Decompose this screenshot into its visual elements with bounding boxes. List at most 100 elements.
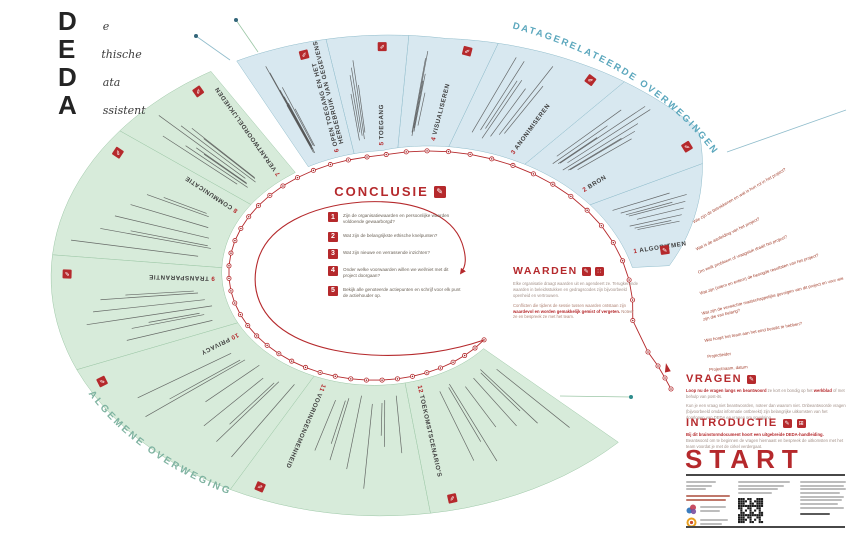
pencil-icon: ✎ xyxy=(747,374,757,384)
wedge-toekomstscenario-s xyxy=(404,348,619,514)
logo-letter: D xyxy=(58,6,77,36)
credits-line xyxy=(700,509,720,512)
wedge-title: 5TOEGANG xyxy=(378,104,385,145)
pencil-box-icon xyxy=(461,45,473,57)
pencil-icon: ✎ xyxy=(587,77,596,85)
vragen-paragraph-1: Loop nu de vragen langs en beantwoord ze… xyxy=(686,388,845,399)
credits-line-red xyxy=(686,495,730,498)
credits-column-middle xyxy=(738,481,792,528)
pencil-icon: ✎ xyxy=(662,247,668,255)
introductie-section: INTRODUCTIE ✎ ⊞ Bij dit brainstormdocume… xyxy=(686,417,846,450)
vragen-section: VRAGEN ✎ Loop nu de vragen langs en bean… xyxy=(686,373,846,420)
uds-logo-row xyxy=(686,504,730,515)
conclusie-title-row: CONCLUSIE ✎ xyxy=(300,184,480,199)
credits-line-red xyxy=(686,498,726,501)
wedge-title: 9TRANSPARANTIE xyxy=(148,273,214,282)
item-number-badge: 2 xyxy=(328,231,338,242)
introductie-title-row: INTRODUCTIE ✎ ⊞ xyxy=(686,417,846,429)
item-text: Wat zijn de belangrijkste ethische knelp… xyxy=(343,232,438,238)
logo-word: e xyxy=(102,20,110,33)
group-discussion-icon: ∷ xyxy=(594,266,604,276)
logo-letter: A xyxy=(58,90,77,120)
credits-line xyxy=(799,481,846,483)
conclusie-section: CONCLUSIE ✎ 1 Zijn de organisatiewaarden… xyxy=(300,184,480,306)
waarden-title: WAARDEN xyxy=(513,265,578,277)
conclusie-item: 3 Wat zijn nieuwe en verrassende inzicht… xyxy=(328,248,480,259)
vragen-title-row: VRAGEN ✎ xyxy=(686,373,846,385)
pencil-icon: ✎ xyxy=(301,51,309,58)
credits-line xyxy=(799,484,844,487)
red-step-chain xyxy=(226,148,674,392)
credits-line xyxy=(799,506,844,509)
pencil-box-icon xyxy=(659,244,670,255)
worksheet-grid-icon: ⊞ xyxy=(796,418,806,428)
pencil-box-icon xyxy=(584,74,597,86)
pencil-icon: ✎ xyxy=(380,44,387,49)
credits-line xyxy=(799,503,838,506)
item-number-badge: 3 xyxy=(328,248,338,259)
pencil-box-icon xyxy=(192,85,205,98)
credits-line xyxy=(686,484,712,487)
pencil-box-icon xyxy=(447,493,458,504)
wedge-open-toegang-en-het xyxy=(236,39,355,168)
vragen-paragraph-2: Kun je een vraag niet beantwoorden, note… xyxy=(686,402,846,420)
credits-footer xyxy=(686,481,846,528)
conclusie-item: 1 Zijn de organisatiewaarden en persoonl… xyxy=(328,212,480,225)
start-label: START xyxy=(685,444,805,474)
credits-line xyxy=(799,488,846,491)
introductie-title: INTRODUCTIE xyxy=(686,417,778,429)
credits-column-right xyxy=(799,481,846,528)
waarden-paragraph: Elke organisatie draagt waarden uit en a… xyxy=(513,281,638,298)
waarden-title-row: WAARDEN ✎ ∷ xyxy=(513,265,639,277)
center-spiral-arrow xyxy=(254,201,485,356)
vragen-title: VRAGEN xyxy=(686,373,743,385)
logo-letter: E xyxy=(58,34,76,64)
credits-line xyxy=(738,481,791,483)
waarden-paragraph-bold: Conflicten die tijdens de sessie tussen … xyxy=(513,302,634,320)
pencil-icon: ✎ xyxy=(447,495,455,501)
pencil-icon: ✎ xyxy=(433,185,446,198)
pencil-box-icon xyxy=(254,481,266,493)
pencil-icon: ✎ xyxy=(255,483,263,490)
credits-line xyxy=(700,522,722,525)
credits-line xyxy=(700,506,726,509)
waarden-section: WAARDEN ✎ ∷ Elke organisatie draagt waar… xyxy=(513,265,639,320)
credits-line xyxy=(700,519,728,522)
item-number-badge: 5 xyxy=(328,285,338,296)
conclusie-title: CONCLUSIE xyxy=(334,184,429,199)
credits-link-line xyxy=(799,512,830,515)
conclusie-item: 4 Onder welke voorwaarden willen we wel/… xyxy=(328,265,480,279)
logo-word: ata xyxy=(102,76,121,89)
pencil-box-icon xyxy=(112,146,124,159)
pencil-icon: ✎ xyxy=(114,148,122,157)
introductie-paragraph: Bij dit brainstormdocument hoort een uit… xyxy=(686,432,844,449)
item-text: Zijn de organisatiewaarden en persoonlij… xyxy=(343,213,450,224)
pencil-icon: ✎ xyxy=(464,48,472,55)
credits-line xyxy=(738,492,773,495)
divider-rule-top xyxy=(686,474,845,476)
conclusie-list: 1 Zijn de organisatiewaarden en persoonl… xyxy=(300,212,480,299)
credits-line xyxy=(799,495,844,498)
credits-line xyxy=(738,484,785,487)
wedge-question-lines xyxy=(70,50,687,489)
credits-line xyxy=(799,499,842,502)
item-number-badge: 4 xyxy=(328,265,338,276)
logo-word: ssistent xyxy=(102,104,146,117)
divider-rule-bottom xyxy=(686,526,845,528)
credits-column-left xyxy=(686,481,730,528)
credits-line xyxy=(799,492,840,495)
credits-line xyxy=(686,481,716,483)
chain-direction-arrow xyxy=(664,363,671,373)
conclusie-item: 5 Bekijk alle genoteerde actiepunten en … xyxy=(328,285,480,299)
pencil-box-icon xyxy=(96,375,108,388)
credits-line xyxy=(686,488,706,491)
pencil-box-icon xyxy=(298,49,310,60)
pencil-box-icon xyxy=(681,140,693,153)
pencil-icon: ✎ xyxy=(195,87,204,95)
conclusie-item: 2 Wat zijn de belangrijkste ethische kne… xyxy=(328,231,480,242)
utrecht-data-school-logo xyxy=(686,504,697,515)
pencil-icon: ✎ xyxy=(98,376,106,385)
logo-letter: D xyxy=(58,62,77,92)
